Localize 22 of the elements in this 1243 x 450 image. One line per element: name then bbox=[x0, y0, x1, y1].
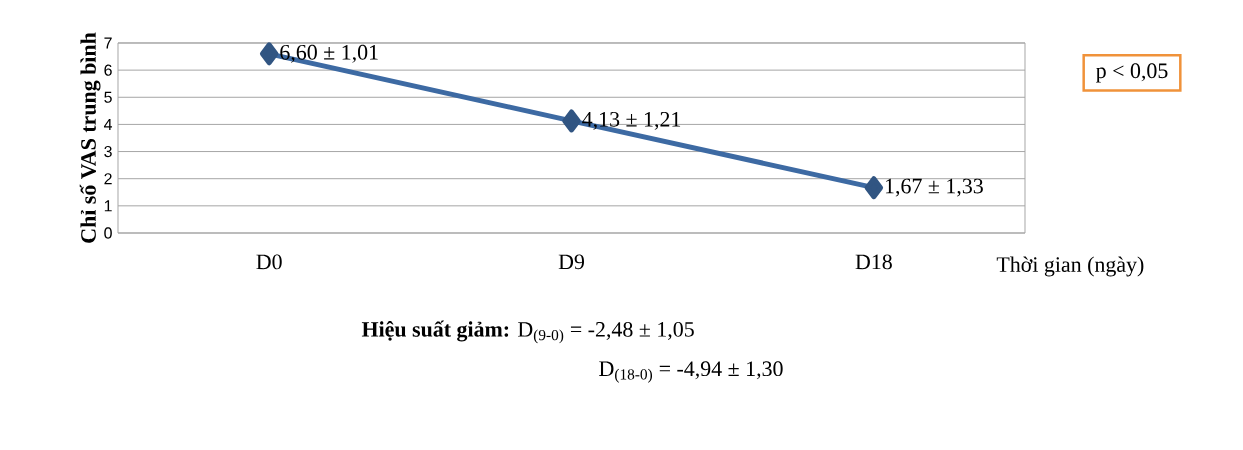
x-tick-label: D0 bbox=[256, 254, 282, 270]
data-label: 1,67 ± 1,33 bbox=[885, 178, 983, 197]
point bbox=[259, 42, 279, 66]
x-tick-label: D9 bbox=[558, 254, 585, 270]
point bbox=[562, 109, 581, 133]
y-tick-label: 0 bbox=[104, 227, 112, 239]
y-tick-label: 7 bbox=[104, 37, 112, 49]
y-tick-label: 4 bbox=[103, 118, 113, 130]
x-tick-label: D18 bbox=[855, 254, 892, 270]
y-tick-label: 2 bbox=[104, 173, 112, 185]
text: Hiệu suất giảm: D$_{(9-0)}$ = -2,48 ± 1,05 bbox=[361, 320, 694, 344]
text: D$_{(18-0)}$ = -4,94 ± 1,30 bbox=[599, 361, 783, 383]
y-tick-label: 5 bbox=[104, 91, 112, 103]
data-label: 4,13 ± 1,21 bbox=[582, 111, 681, 130]
x-axis-title: Thời gian (ngày) bbox=[996, 256, 1144, 277]
y-tick-label: 6 bbox=[104, 64, 112, 76]
y-tick-label: 3 bbox=[104, 145, 112, 158]
y-tick-label: 1 bbox=[104, 200, 112, 212]
text: p < 0,05 bbox=[1096, 63, 1168, 83]
y-axis-title: Chỉ số VAS trung bình bbox=[79, 32, 101, 243]
data-label: 6,60 ± 1,01 bbox=[280, 44, 378, 63]
point bbox=[864, 176, 884, 200]
